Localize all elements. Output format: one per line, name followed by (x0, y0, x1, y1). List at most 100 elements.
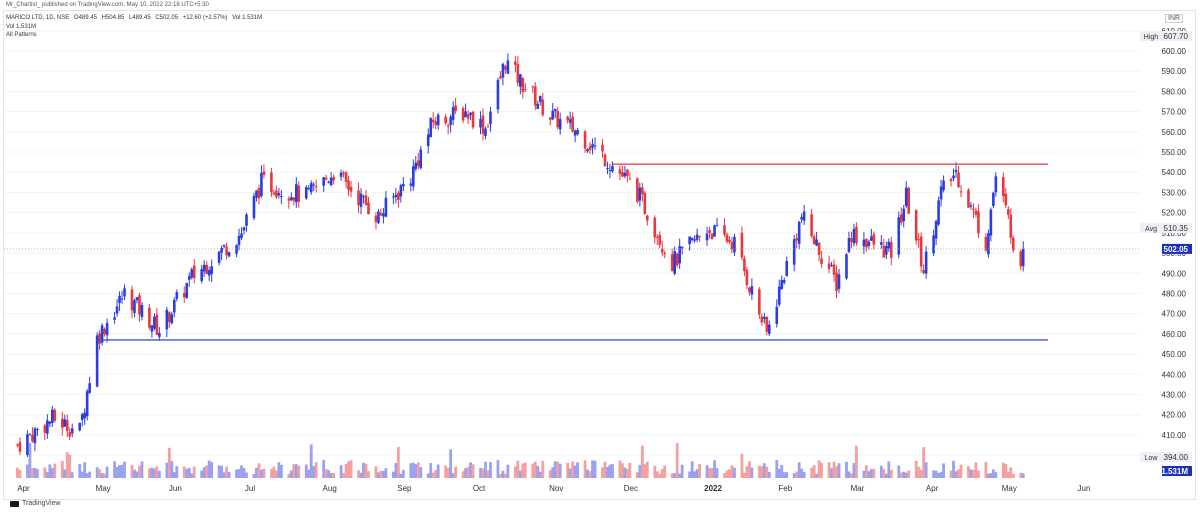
candle-body (332, 176, 335, 181)
volume-bar (379, 470, 383, 478)
price-marker-box (1162, 452, 1192, 462)
candle-body (571, 116, 574, 132)
candle-body (416, 160, 420, 167)
candle-body (812, 236, 816, 245)
volume-bar (202, 467, 206, 478)
volume-bar (969, 469, 973, 478)
volume-bar (217, 465, 221, 478)
volume-bar (566, 462, 570, 478)
volume-bar (148, 468, 151, 478)
x-tick-label: Nov (549, 484, 563, 493)
footer-brand: TradingView (10, 500, 61, 507)
candle-body (262, 171, 266, 175)
candle-body (914, 210, 918, 241)
candle-body (847, 237, 851, 252)
candle-body (200, 269, 203, 281)
currency-label[interactable]: INR (1165, 14, 1184, 23)
symbol-legend: MARICO LTD, 1D, NSE O489.45 H504.85 L489… (6, 15, 265, 21)
x-tick-label: Feb (778, 484, 792, 493)
candle-body (553, 108, 557, 112)
volume-bar (419, 467, 423, 478)
candle-body (568, 119, 572, 123)
volume-bar (867, 471, 871, 478)
candle-body (349, 186, 353, 192)
candle-body (521, 78, 525, 93)
x-tick-label: Jun (169, 484, 182, 493)
volume-bar (937, 472, 940, 478)
volume-bar (845, 461, 848, 478)
candle-body (800, 216, 803, 220)
volume-bar (434, 470, 438, 478)
symbol-name[interactable]: MARICO LTD, 1D, NSE (6, 15, 70, 21)
volume-bar (743, 472, 746, 478)
volume-bar (339, 465, 343, 478)
volume-bar (628, 462, 632, 478)
candle-body (185, 283, 189, 298)
candle-body (220, 247, 223, 253)
volume-bar (314, 462, 318, 478)
candle-body (817, 242, 821, 255)
candle-body (516, 64, 520, 83)
candle-body (451, 107, 455, 120)
price-change: +12.60 (+2.57%) (182, 15, 228, 21)
volume-bar (484, 461, 487, 478)
volume-bar (730, 465, 734, 478)
volume-bar (835, 466, 838, 478)
volume-bar (501, 470, 505, 478)
candle-body (1011, 237, 1015, 251)
volume-bar (608, 464, 612, 478)
volume-bar (31, 468, 34, 478)
candle-body (1019, 251, 1023, 267)
volume-bar (800, 468, 804, 478)
volume-bar (516, 460, 520, 478)
volume-bar (155, 466, 159, 478)
volume-bar (658, 473, 662, 478)
volume-bar (409, 463, 413, 478)
candle-body (538, 95, 542, 102)
candle-body (225, 246, 228, 256)
candle-body (252, 196, 256, 219)
volume-bar (745, 466, 749, 478)
volume-bar (907, 470, 911, 478)
candle-body (748, 287, 751, 293)
volume-bar (889, 469, 893, 478)
candle-body (466, 114, 470, 119)
volume-bar (762, 463, 766, 478)
candle-body (989, 209, 993, 236)
volume-bar (795, 471, 799, 478)
volume-bar (416, 462, 420, 478)
volume-bar (486, 470, 490, 478)
volume-bar (471, 464, 475, 478)
candle-body (304, 187, 308, 199)
candle-body (865, 238, 868, 248)
volume-bar (103, 473, 107, 478)
candle-body (957, 172, 960, 188)
candle-body (591, 144, 594, 148)
volume-bar (332, 472, 336, 478)
volume-bar (934, 470, 938, 478)
volume-bar (583, 460, 587, 478)
volume-bar (817, 460, 821, 478)
volume-bar (621, 463, 624, 478)
patterns-legend[interactable]: All Patterns (6, 32, 37, 38)
volume-bar (967, 466, 970, 478)
candle-body (792, 239, 796, 265)
candle-body (140, 304, 144, 318)
volume-bar (436, 464, 440, 478)
candle-body (342, 172, 345, 174)
candle-body (710, 233, 714, 240)
volume-bar (663, 465, 667, 478)
volume-bar (414, 464, 418, 478)
volume-legend[interactable]: Vol 1.531M (6, 24, 37, 30)
candle-body (309, 182, 313, 193)
volume-bar (603, 461, 607, 478)
volume-bar (991, 469, 995, 478)
candle-body (255, 190, 258, 198)
volume-bar (693, 471, 697, 478)
candle-body (436, 114, 440, 126)
y-tick-label: 530.00 (1162, 188, 1187, 197)
volume-bar (446, 467, 450, 478)
candle-body (484, 128, 487, 136)
volume-bar (994, 472, 998, 478)
